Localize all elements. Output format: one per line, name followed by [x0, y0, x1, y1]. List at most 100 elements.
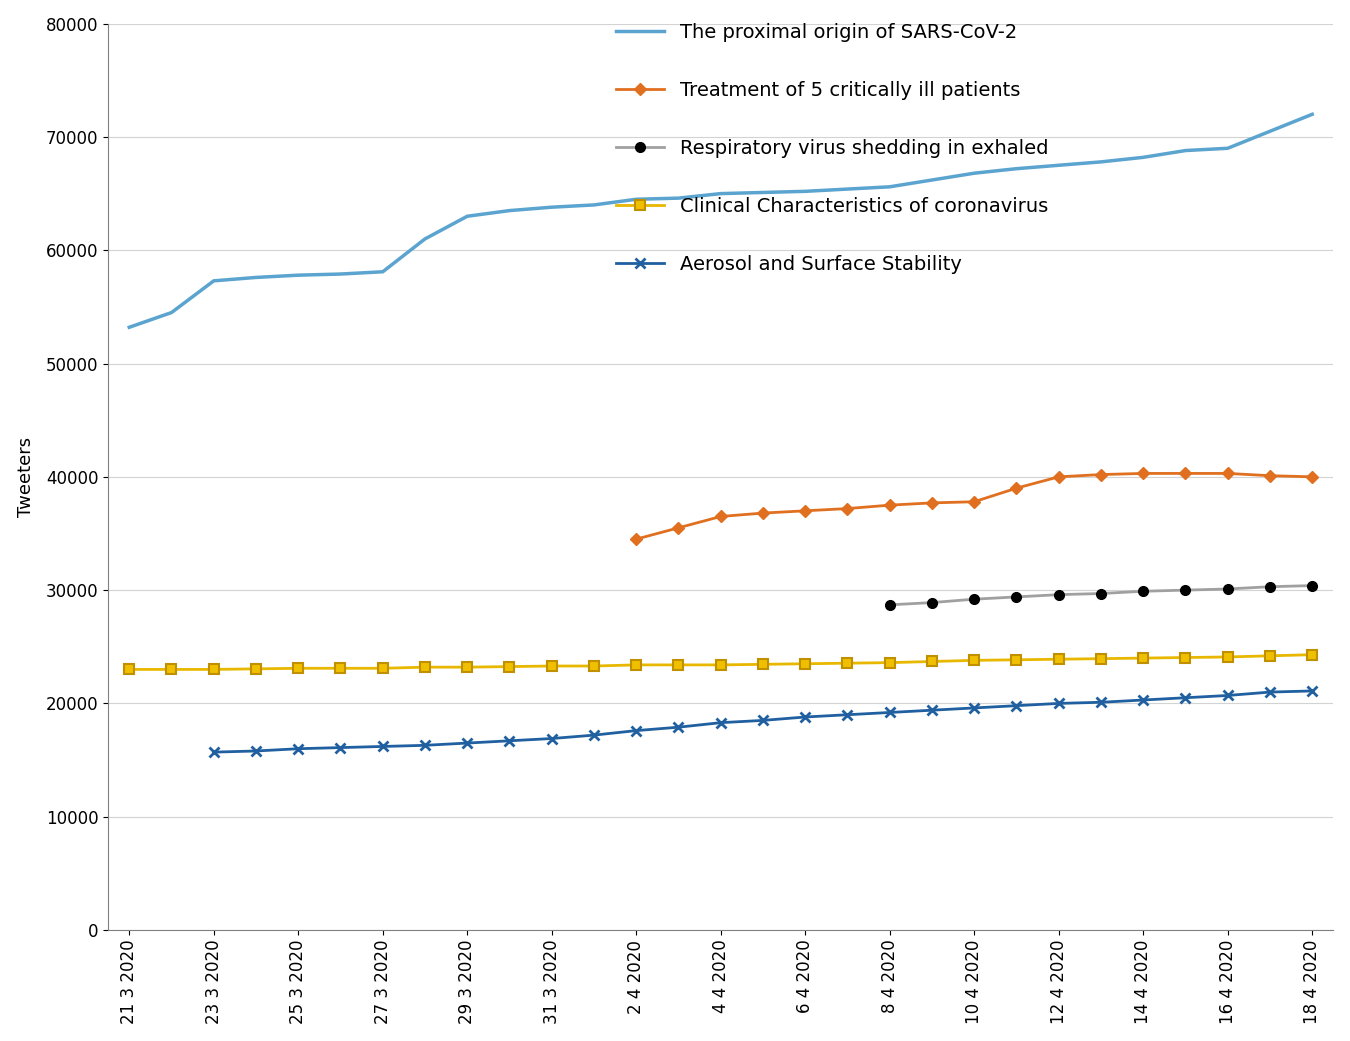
- Aerosol and Surface Stability: [1219, 689, 1235, 702]
- Respiratory virus shedding in exhaled: [1262, 581, 1278, 593]
- Respiratory virus shedding in exhaled: [1219, 583, 1235, 595]
- Respiratory virus shedding in exhaled: [1135, 585, 1152, 598]
- The proximal origin of SARS-CoV-2: [1135, 151, 1152, 163]
- Line: Respiratory virus shedding in exhaled: Respiratory virus shedding in exhaled: [884, 581, 1318, 610]
- Aerosol and Surface Stability: [1050, 697, 1066, 710]
- The proximal origin of SARS-CoV-2: [1050, 159, 1066, 172]
- Aerosol and Surface Stability: [713, 716, 729, 729]
- Respiratory virus shedding in exhaled: [1008, 590, 1025, 603]
- The proximal origin of SARS-CoV-2: [544, 201, 560, 213]
- Legend: The proximal origin of SARS-CoV-2, Treatment of 5 critically ill patients, Respi: The proximal origin of SARS-CoV-2, Treat…: [608, 16, 1056, 281]
- Clinical Characteristics of coronavirus: [544, 660, 560, 672]
- The proximal origin of SARS-CoV-2: [713, 187, 729, 200]
- Clinical Characteristics of coronavirus: [163, 663, 180, 676]
- Treatment of 5 critically ill patients: [1050, 471, 1066, 483]
- The proximal origin of SARS-CoV-2: [882, 180, 898, 193]
- Aerosol and Surface Stability: [1177, 691, 1193, 704]
- Clinical Characteristics of coronavirus: [290, 662, 306, 675]
- Aerosol and Surface Stability: [1262, 686, 1278, 699]
- Treatment of 5 critically ill patients: [796, 505, 813, 517]
- Aerosol and Surface Stability: [375, 740, 391, 753]
- Treatment of 5 critically ill patients: [840, 503, 856, 515]
- Line: The proximal origin of SARS-CoV-2: The proximal origin of SARS-CoV-2: [130, 115, 1312, 327]
- Aerosol and Surface Stability: [417, 739, 433, 752]
- Aerosol and Surface Stability: [459, 737, 475, 750]
- The proximal origin of SARS-CoV-2: [1094, 156, 1110, 169]
- The proximal origin of SARS-CoV-2: [840, 183, 856, 196]
- The proximal origin of SARS-CoV-2: [755, 186, 771, 199]
- Aerosol and Surface Stability: [923, 704, 940, 716]
- The proximal origin of SARS-CoV-2: [122, 321, 138, 333]
- The proximal origin of SARS-CoV-2: [628, 193, 644, 205]
- Respiratory virus shedding in exhaled: [923, 596, 940, 609]
- Respiratory virus shedding in exhaled: [882, 599, 898, 611]
- Line: Treatment of 5 critically ill patients: Treatment of 5 critically ill patients: [632, 469, 1316, 543]
- Aerosol and Surface Stability: [882, 706, 898, 718]
- Aerosol and Surface Stability: [1008, 700, 1025, 712]
- Aerosol and Surface Stability: [1135, 693, 1152, 706]
- The proximal origin of SARS-CoV-2: [671, 192, 687, 204]
- Aerosol and Surface Stability: [755, 714, 771, 727]
- Treatment of 5 critically ill patients: [628, 533, 644, 545]
- Clinical Characteristics of coronavirus: [205, 663, 221, 676]
- Respiratory virus shedding in exhaled: [1094, 587, 1110, 600]
- Clinical Characteristics of coronavirus: [375, 662, 391, 675]
- Treatment of 5 critically ill patients: [882, 499, 898, 511]
- Clinical Characteristics of coronavirus: [967, 654, 983, 666]
- Treatment of 5 critically ill patients: [713, 510, 729, 523]
- Respiratory virus shedding in exhaled: [967, 593, 983, 606]
- The proximal origin of SARS-CoV-2: [332, 268, 348, 280]
- Clinical Characteristics of coronavirus: [628, 659, 644, 671]
- Clinical Characteristics of coronavirus: [459, 661, 475, 674]
- Clinical Characteristics of coronavirus: [671, 659, 687, 671]
- The proximal origin of SARS-CoV-2: [290, 269, 306, 281]
- Treatment of 5 critically ill patients: [755, 507, 771, 519]
- Treatment of 5 critically ill patients: [1135, 467, 1152, 480]
- Aerosol and Surface Stability: [248, 744, 265, 757]
- Aerosol and Surface Stability: [205, 745, 221, 758]
- Respiratory virus shedding in exhaled: [1177, 584, 1193, 596]
- Clinical Characteristics of coronavirus: [755, 658, 771, 670]
- Treatment of 5 critically ill patients: [967, 496, 983, 508]
- Aerosol and Surface Stability: [1094, 696, 1110, 709]
- Clinical Characteristics of coronavirus: [1008, 654, 1025, 666]
- Line: Aerosol and Surface Stability: Aerosol and Surface Stability: [209, 686, 1318, 757]
- Clinical Characteristics of coronavirus: [713, 659, 729, 671]
- Clinical Characteristics of coronavirus: [923, 655, 940, 667]
- Y-axis label: Tweeters: Tweeters: [16, 437, 35, 517]
- Clinical Characteristics of coronavirus: [1177, 652, 1193, 664]
- Aerosol and Surface Stability: [290, 742, 306, 755]
- The proximal origin of SARS-CoV-2: [205, 275, 221, 287]
- The proximal origin of SARS-CoV-2: [1304, 108, 1320, 121]
- Clinical Characteristics of coronavirus: [417, 661, 433, 674]
- The proximal origin of SARS-CoV-2: [459, 210, 475, 223]
- Clinical Characteristics of coronavirus: [840, 657, 856, 669]
- The proximal origin of SARS-CoV-2: [163, 306, 180, 319]
- Aerosol and Surface Stability: [1304, 685, 1320, 697]
- Clinical Characteristics of coronavirus: [1050, 653, 1066, 665]
- The proximal origin of SARS-CoV-2: [967, 167, 983, 179]
- Aerosol and Surface Stability: [501, 735, 517, 747]
- Clinical Characteristics of coronavirus: [1262, 650, 1278, 662]
- The proximal origin of SARS-CoV-2: [1262, 125, 1278, 137]
- Treatment of 5 critically ill patients: [1262, 469, 1278, 482]
- Clinical Characteristics of coronavirus: [1135, 652, 1152, 664]
- Treatment of 5 critically ill patients: [923, 497, 940, 509]
- Clinical Characteristics of coronavirus: [1219, 651, 1235, 663]
- Treatment of 5 critically ill patients: [1304, 471, 1320, 483]
- Clinical Characteristics of coronavirus: [882, 657, 898, 669]
- Treatment of 5 critically ill patients: [1008, 482, 1025, 494]
- Clinical Characteristics of coronavirus: [332, 662, 348, 675]
- Aerosol and Surface Stability: [840, 709, 856, 721]
- Treatment of 5 critically ill patients: [671, 522, 687, 534]
- Line: Clinical Characteristics of coronavirus: Clinical Characteristics of coronavirus: [124, 650, 1318, 675]
- The proximal origin of SARS-CoV-2: [1219, 142, 1235, 154]
- Clinical Characteristics of coronavirus: [586, 660, 602, 672]
- The proximal origin of SARS-CoV-2: [417, 233, 433, 246]
- Clinical Characteristics of coronavirus: [501, 660, 517, 672]
- Aerosol and Surface Stability: [796, 711, 813, 723]
- Respiratory virus shedding in exhaled: [1304, 580, 1320, 592]
- Clinical Characteristics of coronavirus: [248, 663, 265, 676]
- Treatment of 5 critically ill patients: [1094, 468, 1110, 481]
- The proximal origin of SARS-CoV-2: [375, 265, 391, 278]
